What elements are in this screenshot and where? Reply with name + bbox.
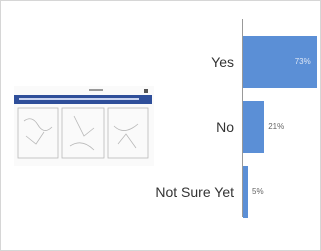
thumbnail	[14, 86, 164, 166]
category-label: Not Sure Yet	[154, 184, 234, 201]
category-label: Yes	[154, 54, 234, 71]
bar	[243, 166, 248, 218]
slide: 73% Yes 21% No 5% Not Sure Yet	[0, 0, 321, 251]
value-label: 73%	[295, 57, 311, 66]
bar	[243, 101, 264, 153]
value-label: 5%	[252, 187, 264, 196]
thumb-banner-text	[19, 98, 139, 100]
value-label: 21%	[268, 122, 284, 131]
category-label: No	[154, 119, 234, 136]
thumb-icon	[144, 89, 148, 93]
thumb-logo	[89, 89, 103, 91]
